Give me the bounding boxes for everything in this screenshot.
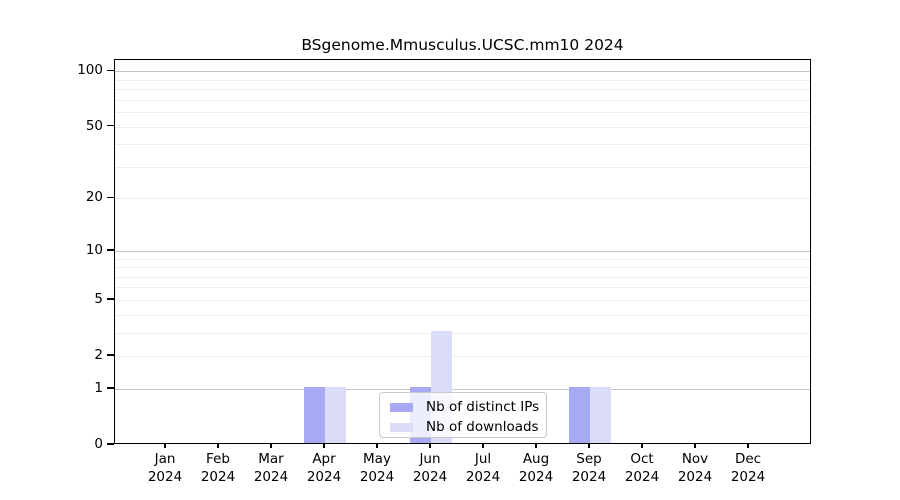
x-tick-label-aug: Aug 2024: [504, 451, 568, 486]
y-tick-mark-20: [107, 196, 114, 199]
plot-area: Nb of distinct IPs Nb of downloads: [114, 59, 811, 444]
gridline-90: [115, 79, 810, 81]
legend-item-distinct-ips: Nb of distinct IPs: [390, 399, 546, 416]
gridline-1: [115, 388, 810, 390]
x-tick-label-month: Sep: [576, 451, 602, 467]
gridline-20: [115, 198, 810, 200]
chart-title: BSgenome.Mmusculus.UCSC.mm10 2024: [301, 36, 624, 54]
x-tick-mark-apr: [323, 444, 325, 448]
x-tick-label-year: 2024: [465, 468, 501, 485]
y-tick-label-2: 2: [94, 347, 103, 363]
x-tick-label-month: Nov: [681, 451, 709, 467]
x-tick-label-year: 2024: [571, 468, 607, 485]
x-tick-mark-jan: [164, 444, 166, 448]
gridline-100: [115, 71, 810, 73]
y-tick-mark-10: [107, 249, 114, 251]
x-tick-label-year: 2024: [730, 468, 766, 485]
x-tick-mark-nov: [694, 444, 696, 448]
y-tick-label-100: 100: [77, 62, 103, 79]
legend-label-distinct-ips: Nb of distinct IPs: [426, 399, 540, 415]
x-tick-label-month: Jul: [474, 451, 492, 467]
y-tick-label-0: 0: [94, 436, 103, 452]
x-tick-label-year: 2024: [359, 468, 395, 485]
x-tick-label-sep: Sep 2024: [557, 451, 621, 486]
x-tick-mark-may: [376, 444, 378, 448]
x-tick-label-month: Jun: [419, 451, 441, 467]
gridline-9: [115, 258, 810, 260]
y-tick-mark-0: [107, 443, 114, 445]
x-tick-label-year: 2024: [200, 468, 236, 485]
x-tick-label-oct: Oct 2024: [610, 451, 674, 486]
legend-swatch-distinct-ips: [390, 403, 413, 412]
x-tick-mark-sep: [588, 444, 590, 448]
x-tick-mark-aug: [535, 444, 537, 448]
gridline-7: [115, 276, 810, 278]
gridline-80: [115, 89, 810, 91]
x-tick-label-month: Dec: [734, 451, 762, 467]
gridline-8: [115, 267, 810, 268]
gridline-2: [115, 356, 810, 357]
x-tick-label-nov: Nov 2024: [663, 451, 727, 486]
x-tick-label-month: Oct: [630, 451, 654, 467]
gridline-3: [115, 332, 810, 334]
x-tick-label-year: 2024: [677, 468, 713, 485]
y-tick-mark-1: [107, 387, 114, 389]
legend-swatch-downloads: [390, 423, 413, 432]
bar-sep-distinct-ips: [569, 386, 590, 443]
legend: Nb of distinct IPs Nb of downloads: [379, 392, 547, 438]
x-tick-label-year: 2024: [253, 468, 289, 485]
x-tick-mark-jun: [429, 444, 431, 448]
x-tick-mark-jul: [482, 444, 484, 448]
legend-label-downloads: Nb of downloads: [426, 419, 539, 435]
x-tick-label-jun: Jun 2024: [398, 451, 462, 486]
gridline-10: [115, 250, 810, 252]
gridline-40: [115, 144, 810, 146]
y-tick-label-1: 1: [94, 379, 103, 396]
x-tick-label-jan: Jan 2024: [133, 451, 197, 486]
x-tick-label-year: 2024: [624, 468, 660, 485]
x-tick-label-month: Apr: [312, 451, 336, 467]
x-tick-label-jul: Jul 2024: [451, 451, 515, 486]
gridline-60: [115, 112, 810, 114]
x-tick-mark-mar: [270, 444, 272, 448]
gridline-50: [115, 126, 810, 128]
gridline-6: [115, 287, 810, 289]
x-tick-label-year: 2024: [306, 468, 342, 485]
gridline-30: [115, 166, 810, 168]
x-tick-label-month: May: [363, 451, 391, 467]
x-tick-label-month: Aug: [522, 451, 550, 467]
x-tick-label-mar: Mar 2024: [239, 451, 303, 486]
x-tick-mark-feb: [217, 444, 219, 448]
x-tick-label-month: Feb: [206, 451, 230, 467]
x-tick-label-dec: Dec 2024: [716, 451, 780, 486]
bar-apr-distinct-ips: [304, 386, 325, 443]
x-tick-label-year: 2024: [147, 468, 183, 485]
y-tick-label-5: 5: [94, 290, 103, 307]
y-tick-label-50: 50: [85, 117, 103, 134]
x-tick-label-may: May 2024: [345, 451, 409, 486]
x-tick-label-year: 2024: [518, 468, 554, 485]
y-tick-mark-100: [107, 69, 114, 71]
bar-sep-downloads: [590, 386, 611, 443]
y-tick-label-20: 20: [85, 189, 103, 206]
gridline-70: [115, 99, 810, 101]
gridline-5: [115, 299, 810, 301]
x-tick-label-apr: Apr 2024: [292, 451, 356, 486]
x-tick-label-feb: Feb 2024: [186, 451, 250, 486]
bar-apr-downloads: [325, 386, 346, 443]
y-tick-mark-50: [107, 124, 114, 127]
x-tick-label-year: 2024: [412, 468, 448, 485]
y-tick-mark-2: [107, 354, 114, 356]
y-tick-mark-5: [107, 298, 114, 300]
x-tick-label-month: Jan: [154, 451, 176, 467]
x-tick-mark-dec: [747, 444, 749, 448]
gridline-4: [115, 314, 810, 316]
x-tick-label-month: Mar: [258, 451, 284, 467]
x-tick-mark-oct: [641, 444, 643, 448]
legend-item-downloads: Nb of downloads: [390, 419, 546, 436]
y-tick-label-10: 10: [85, 241, 103, 258]
